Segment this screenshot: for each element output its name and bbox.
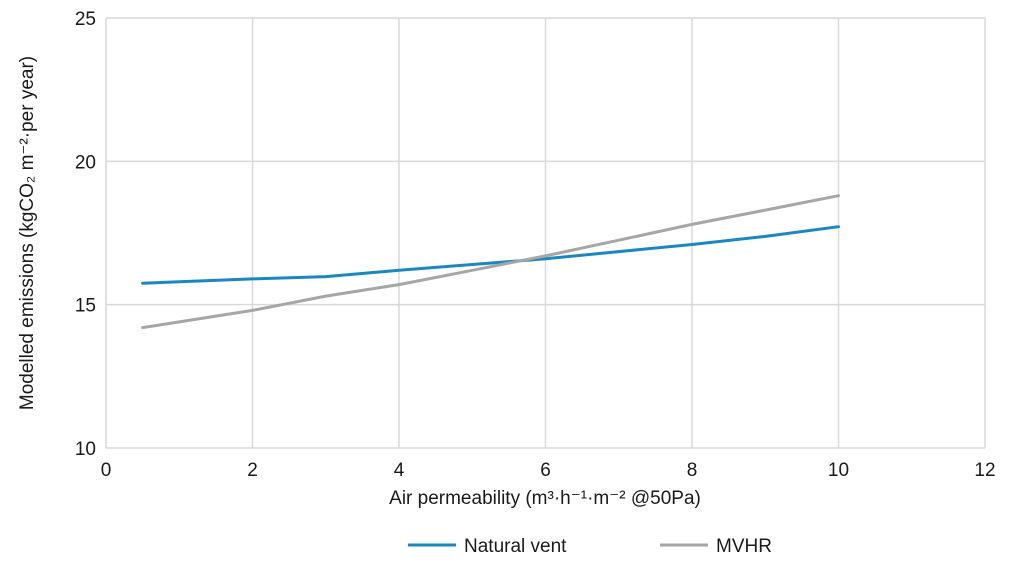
legend-label: MVHR <box>716 536 772 557</box>
x-tick-label: 8 <box>687 460 698 481</box>
x-tick-label: 2 <box>247 460 258 481</box>
y-tick-label: 10 <box>75 439 96 460</box>
y-axis-title: Modelled emissions (kgCO₂ m⁻²·per year) <box>17 56 38 410</box>
y-tick-label: 25 <box>75 9 96 30</box>
x-tick-label: 12 <box>974 460 995 481</box>
y-tick-label: 20 <box>75 152 96 173</box>
legend-label: Natural vent <box>464 536 567 557</box>
x-tick-label: 4 <box>394 460 405 481</box>
legend: Natural vent MVHR <box>408 536 772 557</box>
series-layer <box>141 194 840 330</box>
x-tick-label: 0 <box>101 460 112 481</box>
x-tick-label: 10 <box>828 460 849 481</box>
x-axis-ticks: 0 2 4 6 8 10 12 <box>101 460 996 481</box>
x-tick-label: 6 <box>540 460 551 481</box>
y-tick-label: 15 <box>75 296 96 317</box>
x-axis-title: Air permeability (m³·h⁻¹·m⁻² @50Pa) <box>389 488 701 509</box>
y-axis-ticks: 10 15 20 25 <box>75 9 96 460</box>
series-line-mvhr <box>141 194 840 330</box>
grid <box>105 17 986 449</box>
series-line-natural-vent <box>141 225 840 285</box>
